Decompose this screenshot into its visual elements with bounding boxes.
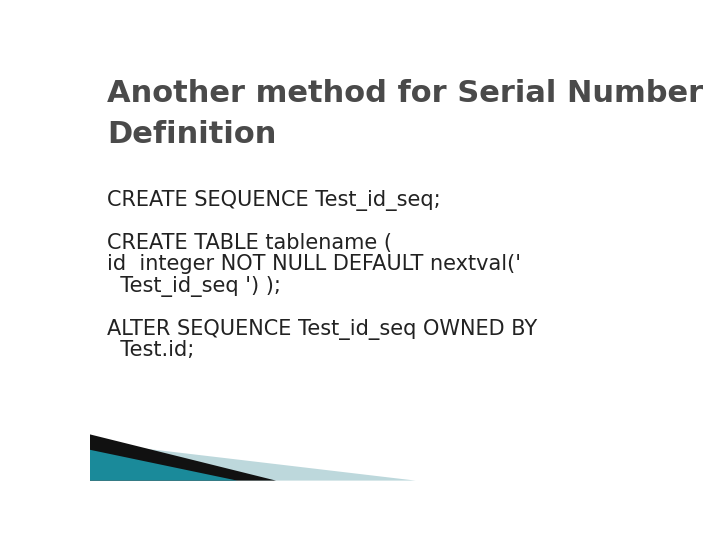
Text: Test.id;: Test.id; [107, 340, 194, 361]
Text: id  integer NOT NULL DEFAULT nextval(': id integer NOT NULL DEFAULT nextval(' [107, 254, 521, 274]
Text: CREATE SEQUENCE Test_id_seq;: CREATE SEQUENCE Test_id_seq; [107, 190, 441, 211]
Text: CREATE TABLE tablename (: CREATE TABLE tablename ( [107, 233, 392, 253]
Text: Definition: Definition [107, 120, 276, 149]
Polygon shape [90, 450, 238, 481]
Text: Another method for Serial Number: Another method for Serial Number [107, 79, 703, 107]
Polygon shape [90, 434, 276, 481]
Polygon shape [90, 442, 415, 481]
Text: ALTER SEQUENCE Test_id_seq OWNED BY: ALTER SEQUENCE Test_id_seq OWNED BY [107, 319, 537, 340]
Text: Test_id_seq ') );: Test_id_seq ') ); [107, 276, 281, 297]
